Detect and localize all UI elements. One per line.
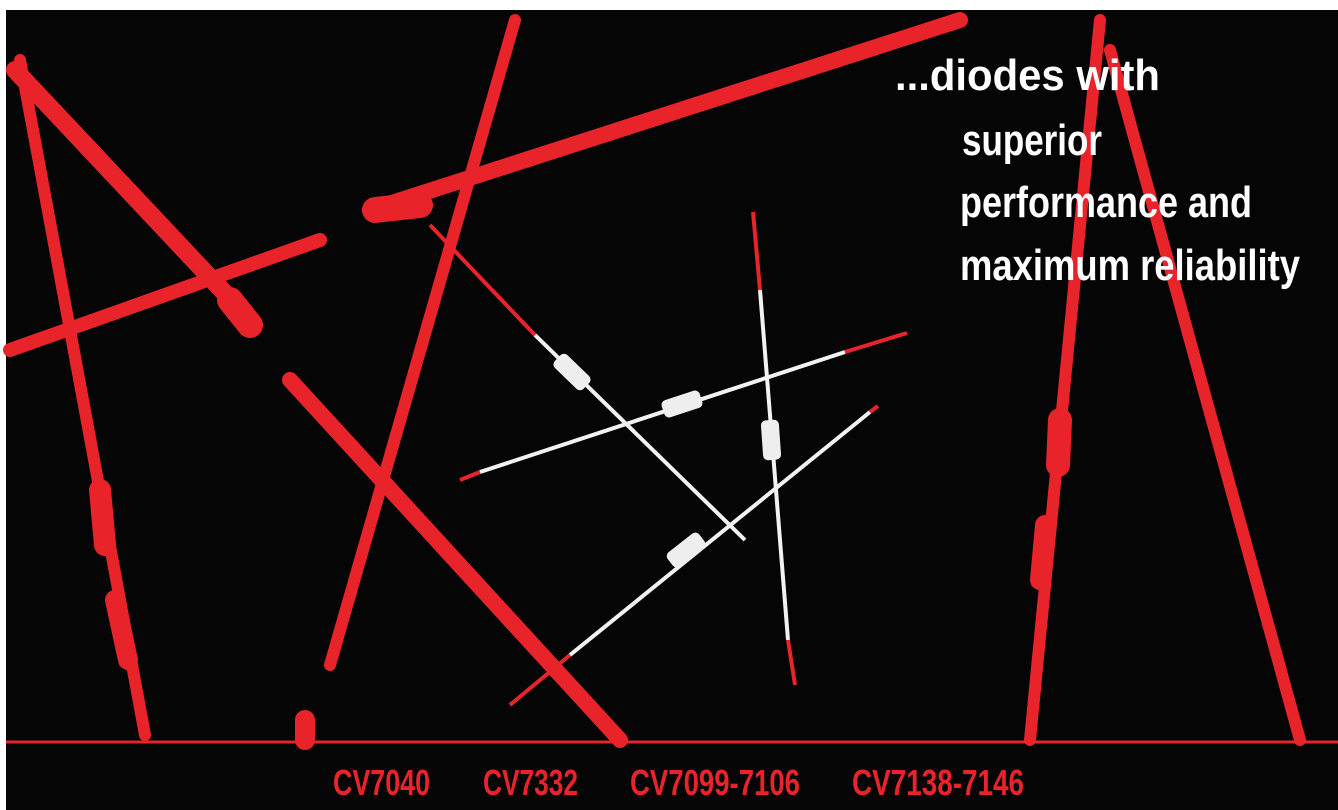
rod-end [115,600,128,660]
headline-line: superior [962,116,1102,165]
page: ...diodes with superior performance and … [0,0,1338,810]
part-number: CV7138-7146 [852,762,1024,803]
headline-line: maximum reliability [960,241,1300,290]
advertisement: ...diodes with superior performance and … [0,0,1338,810]
headline-line: performance and [960,178,1252,227]
headline-line: ...diodes with [895,51,1160,100]
rod-end [1040,525,1045,580]
rod-end [375,205,420,210]
rod-end [100,490,105,545]
part-number: CV7332 [483,762,578,803]
part-number: CV7099-7106 [630,762,800,803]
rod-end [230,300,250,325]
part-number: CV7040 [333,762,430,803]
rod-end [1058,420,1060,465]
diode-body [761,419,782,460]
